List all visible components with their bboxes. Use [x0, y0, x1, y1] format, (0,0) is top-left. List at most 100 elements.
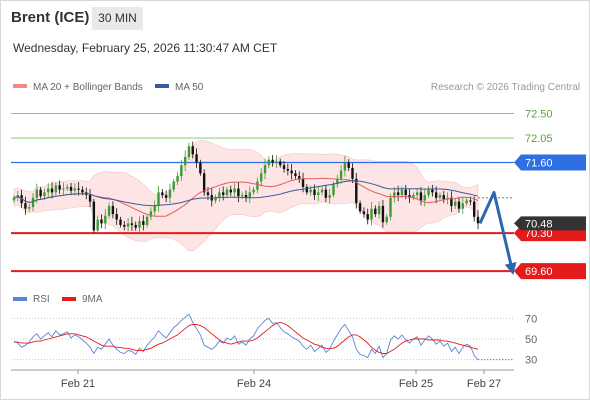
candle	[370, 202, 373, 226]
candle	[351, 163, 354, 183]
level-label-1: 72.05	[525, 133, 553, 145]
candle-body	[221, 192, 225, 196]
candle	[465, 197, 468, 206]
candle	[286, 163, 290, 176]
candle-body	[320, 189, 324, 193]
candle-body	[134, 224, 137, 228]
candle-body	[457, 201, 461, 209]
candle	[134, 221, 137, 231]
candle-body	[88, 195, 92, 202]
candle	[39, 186, 42, 199]
candle-body	[431, 189, 434, 193]
candle	[225, 186, 229, 198]
candle-body	[77, 188, 80, 190]
candle-body	[438, 195, 442, 198]
candle	[275, 155, 278, 168]
candle-body	[157, 192, 160, 206]
candle-body	[92, 201, 96, 231]
candle	[107, 202, 111, 219]
candle-body	[100, 219, 103, 224]
candle	[290, 163, 293, 180]
candle	[58, 180, 61, 194]
candle-body	[423, 195, 426, 201]
candle-body	[377, 205, 381, 215]
candle	[145, 214, 149, 228]
candle	[47, 183, 50, 198]
candle	[355, 172, 358, 209]
candles	[12, 141, 480, 235]
candle	[202, 169, 206, 196]
candle-body	[248, 192, 252, 198]
candle-body	[309, 189, 312, 193]
candle	[248, 186, 252, 204]
candle-body	[164, 195, 168, 198]
candle-body	[153, 205, 156, 212]
level-tag-2	[514, 154, 586, 171]
candle	[317, 185, 320, 202]
candle	[218, 187, 221, 202]
candle-body	[199, 162, 202, 174]
candle	[453, 198, 457, 209]
chart-header: Brent (ICE) 30 MIN	[0, 0, 590, 36]
interval-button[interactable]: 30 MIN	[92, 7, 143, 30]
candle	[199, 159, 202, 176]
candle-body	[43, 192, 46, 197]
candle-body	[476, 216, 480, 224]
candle-body	[332, 184, 335, 196]
candle-body	[191, 146, 194, 155]
candle	[88, 189, 92, 207]
price-labels: 72.50 72.05 71.60 70.30 69.60 70.48	[514, 109, 586, 280]
candle-body	[66, 186, 69, 189]
candle-body	[214, 197, 217, 201]
candle-body	[240, 195, 244, 197]
x-tick-label-1: Feb 24	[237, 378, 271, 390]
candle-body	[362, 211, 366, 215]
candle-body	[374, 208, 377, 215]
candle	[267, 156, 271, 169]
candle	[24, 196, 27, 215]
candle-body	[419, 192, 423, 201]
candle	[130, 216, 134, 231]
candle	[43, 188, 46, 200]
candle-body	[218, 192, 221, 198]
candle-body	[305, 186, 309, 193]
candle-body	[400, 189, 404, 196]
candle	[415, 188, 419, 199]
candle-body	[145, 216, 149, 225]
candle	[73, 183, 77, 196]
candle	[427, 186, 430, 199]
candle-body	[389, 197, 392, 217]
candle-body	[469, 200, 472, 202]
ma9-legend-label: 9MA	[82, 294, 103, 305]
candle	[450, 191, 453, 212]
candle-body	[343, 162, 347, 171]
candle-body	[286, 168, 290, 171]
candle	[294, 169, 297, 180]
candle-body	[453, 201, 457, 206]
candle-body	[290, 170, 293, 174]
candle-body	[339, 170, 343, 179]
candle	[381, 199, 385, 228]
candle-body	[35, 189, 39, 198]
candle-body	[271, 159, 274, 163]
candle-body	[202, 173, 206, 193]
candle-body	[412, 195, 415, 198]
candle	[92, 198, 96, 233]
candle-body	[370, 208, 373, 220]
level-label-0: 72.50	[525, 109, 553, 121]
candle-body	[317, 192, 320, 196]
candle-body	[366, 214, 369, 220]
ma50-line	[13, 180, 479, 207]
candle-body	[47, 188, 50, 193]
candle	[164, 190, 168, 202]
ma20-legend-label: MA 20 + Bollinger Bands	[33, 82, 143, 93]
candle	[126, 218, 130, 232]
candle	[374, 205, 377, 218]
candle	[358, 200, 362, 214]
candle-body	[172, 181, 175, 190]
candle-body	[408, 195, 411, 198]
candle	[233, 183, 236, 198]
candle	[172, 178, 175, 193]
candle	[393, 187, 396, 203]
